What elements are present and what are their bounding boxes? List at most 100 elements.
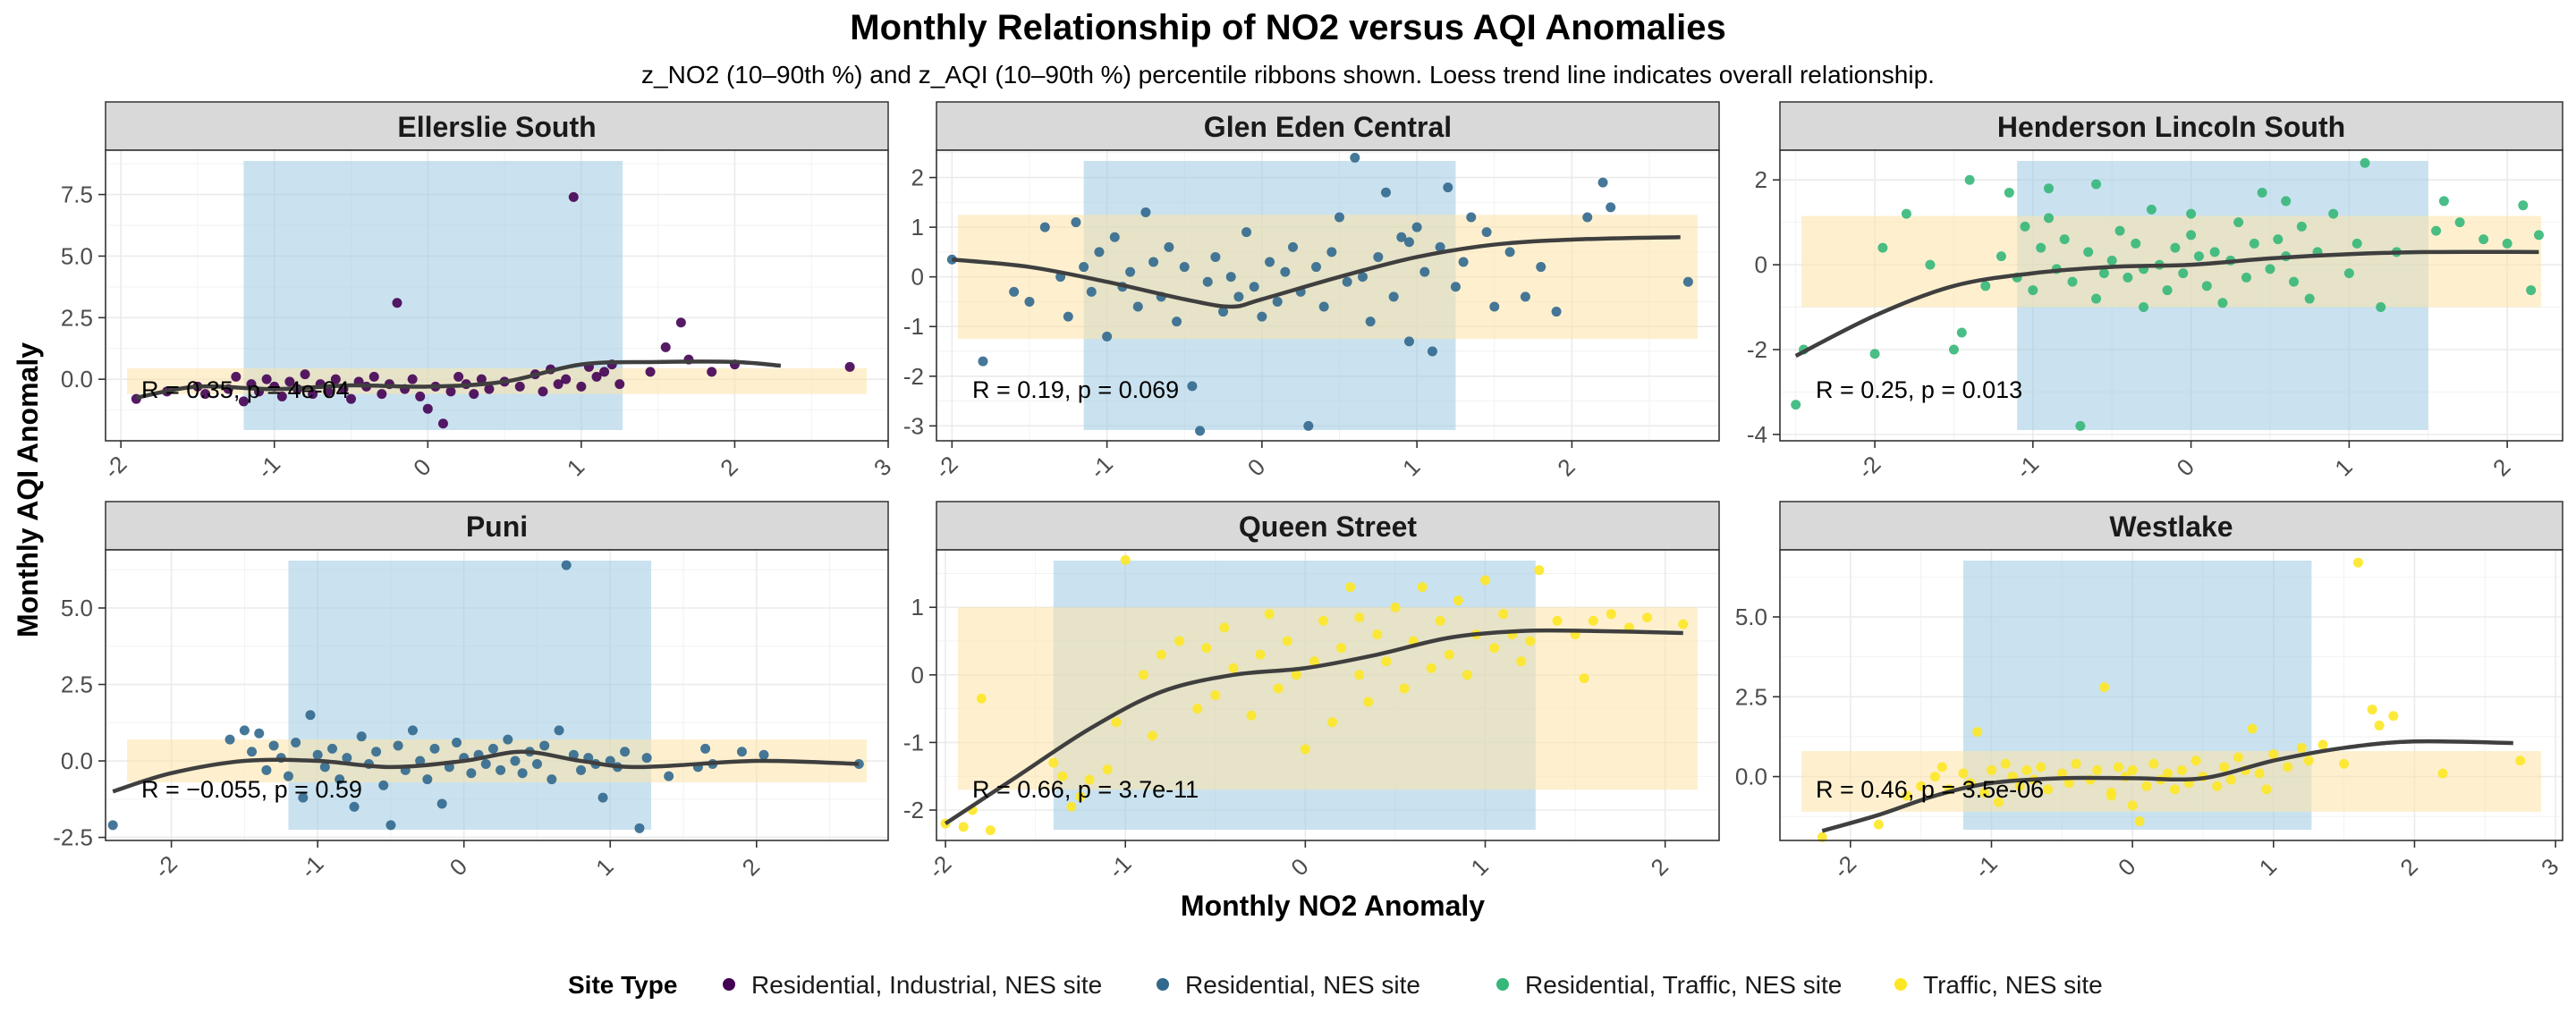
data-point	[576, 381, 587, 392]
data-point	[976, 693, 987, 704]
data-point	[2036, 762, 2046, 772]
data-point	[386, 820, 396, 831]
data-point	[2212, 781, 2223, 791]
data-point	[2533, 230, 2544, 241]
data-point	[1980, 281, 1991, 291]
data-point	[561, 374, 572, 384]
data-point	[2020, 221, 2030, 232]
y-tick-label: 0	[1755, 251, 1767, 278]
data-point	[1291, 670, 1301, 680]
data-point	[1102, 764, 1113, 775]
data-point	[1948, 344, 1959, 355]
panel-title: Puni	[466, 511, 528, 543]
data-point	[2169, 784, 2180, 795]
x-tick-label: 0	[2172, 453, 2199, 481]
data-point	[422, 403, 433, 414]
data-point	[2021, 764, 2032, 775]
data-point	[261, 374, 272, 384]
panel: Queen Street R = 0.66, p = 3.7e-11 -2 -1 0 1 -…	[903, 501, 1720, 883]
data-point	[254, 728, 265, 739]
data-point	[1956, 327, 1967, 338]
data-point	[2000, 758, 2011, 769]
data-point	[2036, 242, 2046, 253]
panel: Ellerslie South R = 0.35, p = 4e-04 0.0 2.5…	[61, 101, 896, 484]
data-point	[261, 764, 272, 775]
data-point	[2044, 213, 2055, 224]
legend-label: Residential, Industrial, NES site	[751, 971, 1102, 999]
data-point	[300, 369, 310, 380]
data-point	[415, 391, 426, 401]
x-tick-label: 2	[1552, 453, 1580, 481]
data-point	[1125, 266, 1136, 277]
data-point	[2148, 758, 2159, 769]
data-point	[200, 389, 211, 400]
data-point	[1264, 609, 1275, 620]
data-point	[327, 743, 338, 754]
data-point	[2091, 293, 2102, 304]
x-tick-label: 0	[445, 853, 472, 881]
data-point	[1916, 781, 1927, 791]
data-point	[758, 749, 769, 760]
y-tick-label: -1	[903, 313, 924, 340]
data-point	[1120, 554, 1131, 565]
data-point	[2431, 225, 2442, 236]
data-point	[620, 747, 631, 757]
data-point	[1148, 257, 1159, 267]
data-point	[1094, 247, 1105, 258]
panel-strip	[105, 101, 889, 151]
data-point	[466, 768, 477, 779]
y-tick-label: 0	[911, 264, 924, 291]
data-point	[2281, 196, 2292, 207]
data-point	[1357, 272, 1368, 283]
data-point	[319, 762, 330, 772]
data-point	[377, 389, 387, 400]
data-point	[422, 774, 433, 785]
panels: Ellerslie South R = 0.35, p = 4e-04 0.0 2.5…	[53, 101, 2563, 884]
data-point	[2217, 298, 2228, 308]
data-point	[1588, 615, 1598, 626]
data-point	[2247, 723, 2258, 734]
data-point	[1642, 612, 1653, 623]
data-point	[346, 393, 357, 404]
x-tick-label: -1	[2011, 451, 2045, 485]
data-point	[1417, 582, 1428, 593]
x-tick-label: -2	[1852, 451, 1886, 485]
data-point	[1187, 381, 1198, 392]
data-point	[1057, 771, 1068, 781]
data-point	[1164, 241, 1174, 252]
x-tick-label: -2	[1828, 850, 1862, 884]
data-point	[1877, 242, 1888, 253]
data-point	[1138, 670, 1148, 680]
data-point	[2304, 293, 2315, 304]
data-point	[2526, 285, 2537, 296]
data-point	[2268, 749, 2279, 760]
data-point	[2004, 187, 2014, 198]
y-tick-label: 0.0	[61, 747, 93, 774]
data-point	[2257, 187, 2267, 198]
data-point	[1334, 212, 1344, 223]
data-point	[1411, 222, 1422, 232]
data-point	[1520, 291, 1530, 302]
data-point	[2071, 758, 2081, 769]
data-point	[2296, 742, 2307, 753]
data-point	[1365, 317, 1376, 327]
data-point	[660, 342, 671, 352]
x-tick-label: -1	[295, 850, 329, 884]
data-point	[2339, 758, 2350, 769]
data-point	[392, 298, 402, 308]
data-point	[1380, 187, 1391, 198]
data-point	[2515, 756, 2526, 766]
data-point	[2113, 762, 2123, 772]
data-point	[1172, 317, 1182, 327]
y-tick-label: 0.0	[1735, 764, 1767, 790]
y-tick-label: 5.0	[1735, 604, 1767, 630]
data-point	[2201, 281, 2212, 291]
data-point	[597, 792, 608, 803]
data-point	[2343, 268, 2354, 279]
panel-title: Queen Street	[1239, 511, 1418, 543]
data-point	[1606, 609, 1616, 620]
data-point	[2233, 217, 2244, 228]
panel-strip	[936, 101, 1720, 151]
data-point	[1075, 791, 1086, 802]
data-point	[238, 396, 249, 407]
